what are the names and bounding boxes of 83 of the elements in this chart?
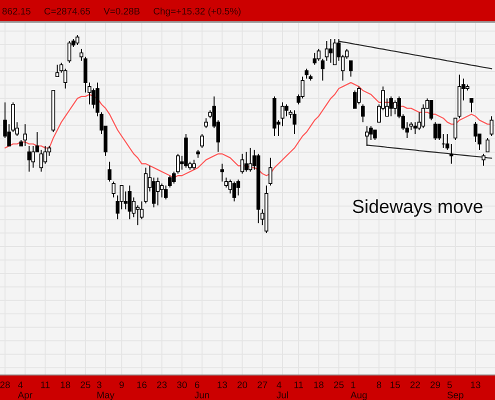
x-tick-label: 27 bbox=[258, 382, 268, 388]
x-tick-label: 11 bbox=[41, 382, 50, 388]
x-tick-label: 20 bbox=[237, 382, 248, 388]
candlestick bbox=[67, 40, 72, 64]
candlestick bbox=[39, 149, 44, 172]
candlestick bbox=[112, 181, 116, 198]
candlestick bbox=[292, 110, 296, 135]
x-tick-label: 29 bbox=[430, 382, 440, 388]
candlestick bbox=[429, 100, 434, 121]
x-tick-label: 4 Jul bbox=[276, 382, 288, 398]
x-tick-label: 18 bbox=[60, 382, 70, 388]
candlestick bbox=[268, 157, 272, 186]
candlestick bbox=[156, 177, 160, 206]
x-tick-label: 9 bbox=[119, 382, 124, 388]
candlestick bbox=[490, 116, 494, 137]
candlestick bbox=[474, 122, 478, 142]
candlestick bbox=[352, 90, 357, 109]
x-tick-label: 18 bbox=[314, 382, 324, 388]
candlestick bbox=[316, 48, 321, 62]
candlestick bbox=[232, 181, 236, 202]
candlestick bbox=[244, 151, 248, 172]
candlestick bbox=[284, 104, 288, 117]
candlestick bbox=[23, 124, 27, 146]
candlestick bbox=[482, 153, 486, 166]
candlestick bbox=[140, 200, 144, 220]
candlestick bbox=[454, 118, 458, 140]
x-tick-label: 28 bbox=[0, 382, 10, 388]
candlestick bbox=[450, 143, 454, 164]
x-tick-label: 23 bbox=[157, 382, 167, 388]
x-tick-label: 13 bbox=[470, 382, 480, 388]
x-tick-label: 16 bbox=[137, 382, 147, 388]
candlestick bbox=[200, 134, 204, 148]
candlestick bbox=[413, 122, 418, 135]
candlestick bbox=[393, 100, 397, 115]
x-tick-label: 1 Aug bbox=[350, 382, 367, 400]
x-tick-label: 6 Jun bbox=[194, 382, 210, 398]
candlestick bbox=[160, 183, 164, 198]
candlestick bbox=[348, 60, 353, 78]
candlestick bbox=[120, 185, 124, 210]
candlestick bbox=[357, 86, 361, 105]
x-tick-label: 5 Sep bbox=[447, 382, 464, 400]
candlestick bbox=[31, 145, 36, 168]
candlestick bbox=[312, 52, 317, 66]
candlestick bbox=[248, 147, 252, 172]
candlestick bbox=[76, 34, 80, 46]
candlestick bbox=[128, 185, 132, 220]
candlestick bbox=[486, 138, 490, 152]
candlestick bbox=[108, 161, 112, 182]
chart-title: 862.15 C=2874.65 V=0.28B Chg=+15.32 (+0.5%) bbox=[2, 8, 241, 16]
x-tick-label: 30 bbox=[177, 382, 187, 388]
candlestick bbox=[27, 145, 32, 172]
candlestick bbox=[421, 104, 426, 129]
candlestick bbox=[332, 38, 337, 66]
candlestick bbox=[236, 179, 240, 196]
candlestick bbox=[470, 98, 474, 113]
x-tick-label: 11 bbox=[294, 382, 304, 388]
candlestick bbox=[204, 118, 208, 129]
candlestick bbox=[280, 102, 284, 127]
x-tick-label: 25 bbox=[334, 382, 344, 388]
annotation: Sideways move bbox=[352, 199, 482, 217]
candlestick bbox=[55, 64, 60, 78]
candlestick bbox=[437, 124, 442, 140]
x-tick-label: 13 bbox=[218, 382, 228, 388]
x-tick-label: 8 bbox=[376, 382, 382, 388]
candlestick bbox=[304, 68, 308, 80]
x-tick-label: 3 May bbox=[96, 382, 114, 400]
candlestick bbox=[240, 153, 244, 174]
candlestick bbox=[445, 134, 450, 150]
candlestick bbox=[373, 130, 377, 140]
x-tick-label: 25 bbox=[80, 382, 90, 388]
candlestick bbox=[365, 126, 369, 146]
candlestick bbox=[136, 204, 140, 226]
x-tick-label: 15 bbox=[390, 382, 400, 388]
candlestick bbox=[220, 163, 224, 182]
candlestick bbox=[43, 145, 48, 164]
candlestick bbox=[224, 177, 228, 188]
x-tick-label: 22 bbox=[410, 382, 420, 388]
candlestick bbox=[192, 159, 196, 170]
candlestick bbox=[328, 38, 333, 64]
x-tick-label: 4 Apr bbox=[18, 382, 32, 400]
candlestick bbox=[433, 122, 438, 140]
candlestick bbox=[389, 96, 393, 117]
candlestick bbox=[361, 104, 365, 123]
